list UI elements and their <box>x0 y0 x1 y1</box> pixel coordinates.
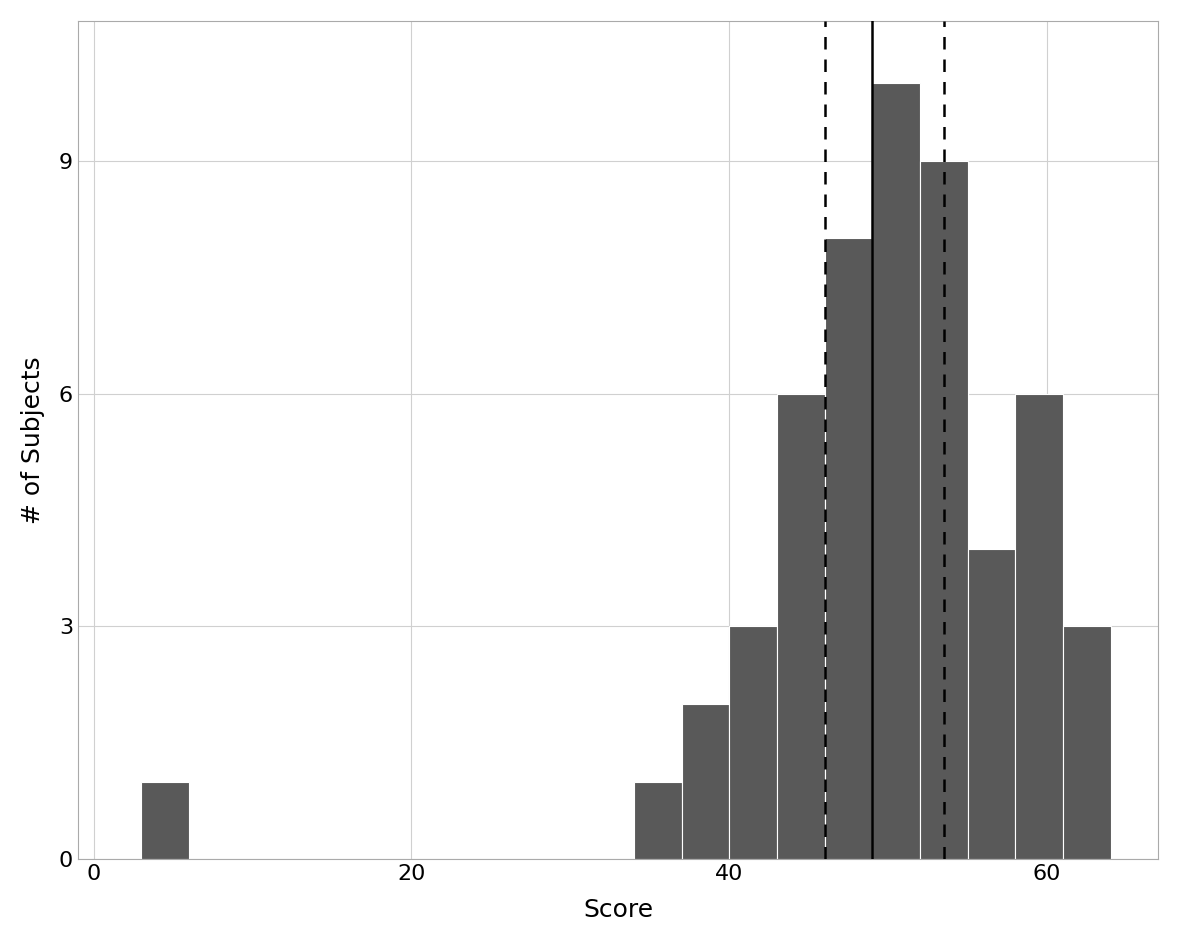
Bar <box>824 239 872 859</box>
Y-axis label: # of Subjects: # of Subjects <box>21 356 45 524</box>
Bar <box>872 83 920 859</box>
Bar <box>1015 393 1062 859</box>
Bar <box>777 393 824 859</box>
X-axis label: Score: Score <box>582 898 653 922</box>
Bar <box>1062 626 1111 859</box>
Bar <box>968 549 1015 859</box>
Bar <box>920 160 968 859</box>
Bar <box>729 626 777 859</box>
Bar <box>141 782 189 859</box>
Bar <box>681 704 729 859</box>
Bar <box>634 782 681 859</box>
